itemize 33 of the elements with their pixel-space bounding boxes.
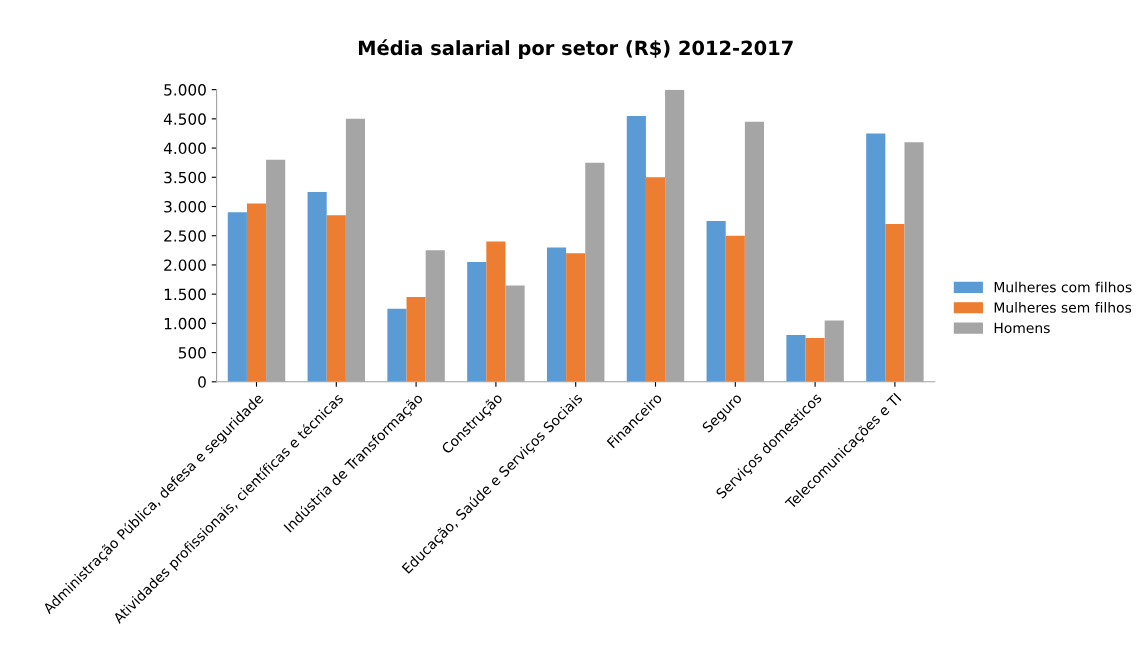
legend-label: Mulheres com filhos [994,281,1132,293]
y-tick-label: 1.000 [164,317,206,330]
legend-label: Mulheres sem filhos [994,302,1132,313]
chart-title: Média salarial por setor (R$) 2012-2017 [358,39,793,59]
bar [326,215,346,382]
bar [645,177,666,382]
y-tick-label: 2.500 [164,230,206,242]
y-tick-label: 0 [198,376,206,388]
y-tick-label: 4.500 [163,113,206,125]
bar [725,235,745,382]
y-tick-label: 3.500 [164,171,206,184]
y-tick-label: 4.000 [163,142,206,155]
bar [486,241,506,382]
bar [406,297,426,382]
bar [387,308,407,382]
bar [866,133,886,382]
bar [626,115,646,382]
bar [227,212,247,382]
bar [885,224,905,382]
bar [805,337,825,382]
bar [706,221,726,382]
y-tick-label: 1.500 [164,288,206,301]
y-tick-label: 500 [178,347,206,359]
y-tick-label: 5.000 [164,84,206,96]
y-tick-label: 2.000 [164,259,206,271]
bar [786,335,806,382]
bar [566,253,586,382]
bar [307,191,327,382]
bar [246,203,267,382]
bar [546,247,567,382]
bar [467,262,487,382]
legend-label: Homens [994,322,1050,334]
y-tick-label: 3.000 [164,200,206,213]
